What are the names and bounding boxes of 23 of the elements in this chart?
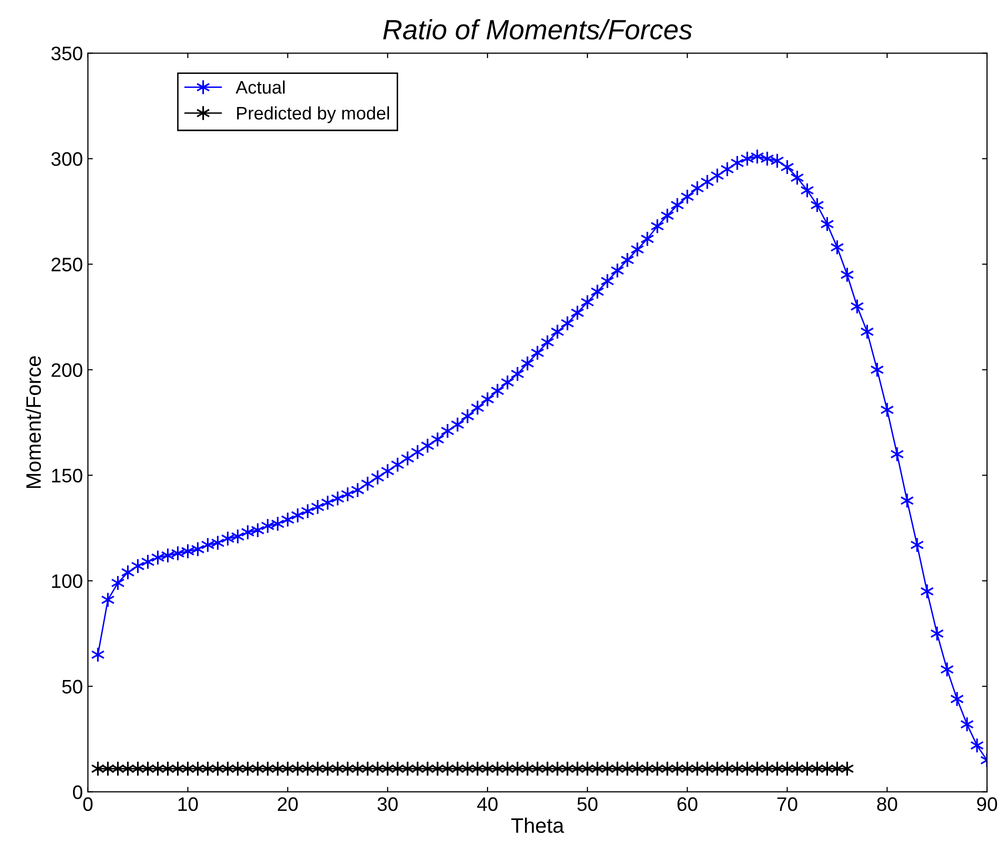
x-tick-label: 90 [977,797,998,812]
legend-label: Actual [236,80,285,94]
x-axis-title: Theta [511,818,564,833]
x-tick-label: 0 [83,797,93,812]
x-tick-label: 10 [178,797,198,812]
y-tick-label: 0 [72,785,82,800]
y-tick-label: 100 [52,574,82,588]
y-tick-label: 200 [52,363,82,377]
x-tick-label: 70 [777,797,798,812]
chart-title: Ratio of Moments/Forces [383,19,692,40]
x-tick-label: 60 [677,797,698,812]
x-tick-label: 40 [477,797,498,812]
legend-label: Predicted by model [237,106,389,124]
y-axis-title: Moment/Force [26,356,41,488]
x-tick-label: 20 [278,797,298,812]
y-tick-label: 250 [52,258,82,272]
x-tick-label: 80 [877,797,898,812]
y-tick-label: 50 [62,680,82,694]
y-tick-label: 150 [52,468,82,483]
y-tick-label: 350 [51,46,82,60]
y-tick-label: 300 [51,152,82,166]
x-tick-label: 50 [577,797,598,812]
x-tick-label: 30 [378,797,398,812]
